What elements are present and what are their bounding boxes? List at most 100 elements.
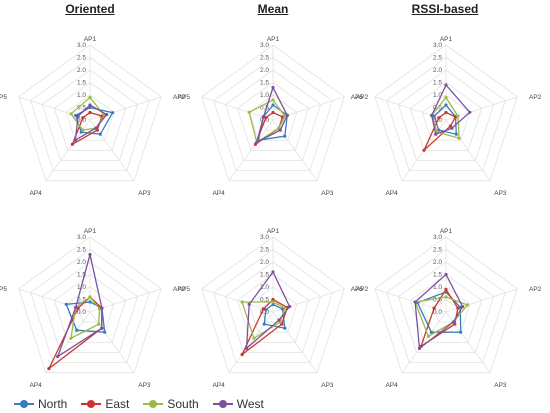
axis-label-ap1: AP1 <box>440 228 453 235</box>
data-point-west <box>271 85 275 90</box>
series-line-east <box>419 288 459 348</box>
tick-label: 1.0 <box>260 284 269 291</box>
grid-ring <box>236 82 310 151</box>
radar-chart-5: 3.0 2.5 2.0 1.5 1.0 0.5 0.0 AP1 AP2 AP3 AP4 AP5 <box>178 228 369 389</box>
data-point-south <box>97 322 101 326</box>
data-point-west <box>434 132 438 136</box>
legend-item-north[interactable]: North <box>14 397 67 411</box>
data-point-east <box>70 142 74 146</box>
data-point-north <box>88 105 92 110</box>
data-point-south <box>88 95 92 100</box>
series-line-south <box>430 96 460 140</box>
tick-label: 2.5 <box>433 55 442 62</box>
data-point-west <box>88 103 92 107</box>
series-line-south <box>248 99 286 144</box>
axis-label-ap5: AP5 <box>178 286 191 293</box>
data-point-west <box>100 306 104 310</box>
tick-label: 1.5 <box>260 272 269 279</box>
data-point-north <box>103 330 107 334</box>
grid-spoke <box>228 311 274 373</box>
axis-label-ap2: AP2 <box>529 286 542 293</box>
legend-item-east[interactable]: East <box>81 397 129 411</box>
data-point-west <box>88 252 92 257</box>
data-point-west <box>247 302 251 306</box>
tick-label: 2.0 <box>77 67 86 74</box>
tick-label: 3.0 <box>433 42 442 49</box>
grid-ring <box>409 82 483 151</box>
data-point-east <box>437 116 441 120</box>
legend-item-west[interactable]: West <box>212 397 264 411</box>
tick-label: 2.5 <box>77 55 86 62</box>
data-point-north <box>280 307 285 311</box>
data-point-west <box>277 318 281 322</box>
axis-label-ap2: AP2 <box>529 94 542 101</box>
data-point-north <box>75 328 79 332</box>
axis-label-ap4: AP4 <box>212 190 225 197</box>
tick-label: 3.0 <box>77 234 86 241</box>
legend-label-south: South <box>167 397 199 411</box>
axis-label-ap3: AP3 <box>321 382 334 389</box>
grid-ring <box>433 299 459 323</box>
data-point-north <box>454 132 458 136</box>
data-point-south <box>69 112 73 116</box>
data-point-south <box>271 98 275 102</box>
data-point-north <box>271 302 275 307</box>
grid-spoke <box>445 119 491 181</box>
data-point-north <box>429 330 433 334</box>
grid-spoke <box>228 119 274 181</box>
grid-ring <box>18 44 162 182</box>
data-point-north <box>74 113 78 117</box>
grid-ring <box>30 57 150 172</box>
tick-label: 1.0 <box>433 284 442 291</box>
grid-ring <box>248 94 298 141</box>
data-point-east <box>271 297 275 302</box>
series-line-south <box>70 296 101 340</box>
data-point-west <box>451 320 455 324</box>
axis-label-ap4: AP4 <box>212 382 225 389</box>
grid-spoke <box>401 311 447 373</box>
grid-ring <box>18 236 162 374</box>
data-point-west <box>244 346 249 350</box>
data-point-west <box>271 270 275 274</box>
axis-label-ap4: AP4 <box>385 382 398 389</box>
grid-ring <box>397 261 495 353</box>
data-point-west <box>288 305 292 309</box>
tick-label: 2.0 <box>433 259 442 266</box>
axis-label-ap4: AP4 <box>385 190 398 197</box>
legend-label-east: East <box>105 397 130 411</box>
grid-ring <box>30 249 150 364</box>
radar-charts: 3.0 2.5 2.0 1.5 1.0 0.5 0.0 AP1 AP2 AP3 AP4 AP5 3.0 2… <box>0 36 542 389</box>
grid-spoke <box>45 311 91 373</box>
axis-label-ap5: AP5 <box>178 94 191 101</box>
series-line-west <box>414 273 464 350</box>
data-point-west <box>278 128 282 132</box>
legend-swatch-east <box>81 399 102 409</box>
data-point-east <box>422 148 426 152</box>
series-line-south <box>414 296 469 338</box>
series-line-west <box>56 254 103 359</box>
tick-label: 0.0 <box>260 309 269 316</box>
grid-ring <box>374 44 518 182</box>
data-point-west <box>461 305 465 309</box>
legend-item-south[interactable]: South <box>143 397 199 411</box>
column-title-oriented: Oriented <box>65 2 115 16</box>
axis-label-ap5: AP5 <box>351 286 364 293</box>
grid-ring <box>421 94 471 141</box>
legend-swatch-south <box>143 399 164 409</box>
data-point-south <box>457 136 461 140</box>
tick-label: 2.0 <box>77 259 86 266</box>
tick-label: 3.0 <box>260 42 269 49</box>
data-point-north <box>271 103 275 107</box>
axis-label-ap3: AP3 <box>321 190 334 197</box>
tick-label: 1.5 <box>77 272 86 279</box>
tick-label: 2.5 <box>77 247 86 254</box>
grid-ring <box>41 261 139 353</box>
axis-label-ap3: AP3 <box>494 382 507 389</box>
data-point-east <box>240 352 244 357</box>
data-point-east <box>76 306 80 310</box>
legend-swatch-north <box>14 399 34 409</box>
data-point-east <box>453 115 458 119</box>
grid-ring <box>236 274 310 343</box>
axis-label-ap1: AP1 <box>267 36 280 43</box>
